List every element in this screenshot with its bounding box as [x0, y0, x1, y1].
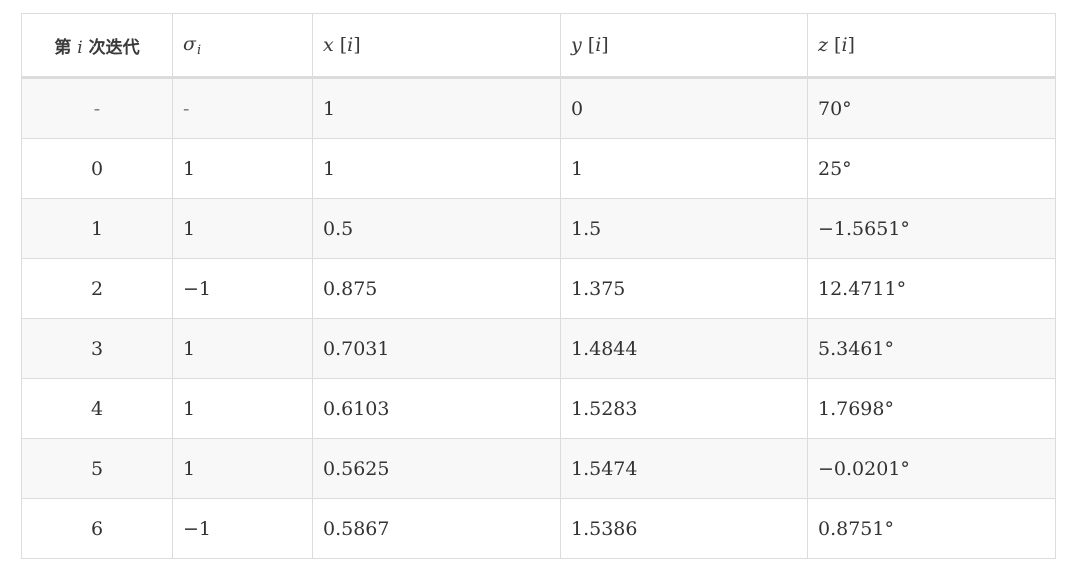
cell-z: 70°	[807, 77, 1056, 139]
cell-iteration: 0	[21, 138, 173, 199]
table-row: 5 1 0.5625 1.5474 −0.0201°	[21, 438, 1056, 499]
cell-y: 1.375	[560, 258, 808, 319]
cell-sigma: 1	[172, 318, 313, 379]
cell-y: 1.5386	[560, 498, 808, 559]
header-row: 第 i 次迭代 σi x [i] y [i] z [i]	[21, 13, 1056, 79]
cell-z: 1.7698°	[807, 378, 1056, 439]
cell-z: −0.0201°	[807, 438, 1056, 499]
cell-x: 0.5867	[312, 498, 561, 559]
header-z: z [i]	[807, 13, 1056, 79]
table-row: 2 −1 0.875 1.375 12.4711°	[21, 258, 1056, 319]
header-sigma: σi	[172, 13, 313, 79]
cell-x: 0.5	[312, 198, 561, 259]
cell-x: 0.5625	[312, 438, 561, 499]
cell-y: 0	[560, 77, 808, 139]
header-y: y [i]	[560, 13, 808, 79]
cell-z: 0.8751°	[807, 498, 1056, 559]
cell-z: 25°	[807, 138, 1056, 199]
table-header: 第 i 次迭代 σi x [i] y [i] z [i]	[21, 13, 1056, 79]
cell-iteration: 3	[21, 318, 173, 379]
cell-y: 1	[560, 138, 808, 199]
table-body: - - 1 0 70° 0 1 1 1 25° 1 1 0.5 1.5 −1.5…	[21, 77, 1056, 559]
cell-iteration: 1	[21, 198, 173, 259]
cell-iteration: 2	[21, 258, 173, 319]
cell-iteration: -	[21, 77, 173, 139]
header-iteration: 第 i 次迭代	[21, 13, 173, 79]
cell-x: 1	[312, 77, 561, 139]
cordic-iteration-table: 第 i 次迭代 σi x [i] y [i] z [i] - - 1 0 70°…	[21, 13, 1056, 559]
iteration-table-container: 第 i 次迭代 σi x [i] y [i] z [i] - - 1 0 70°…	[21, 13, 1056, 559]
cell-sigma: -	[172, 77, 313, 139]
table-row: 0 1 1 1 25°	[21, 138, 1056, 199]
cell-z: 5.3461°	[807, 318, 1056, 379]
cell-z: 12.4711°	[807, 258, 1056, 319]
cell-sigma: 1	[172, 198, 313, 259]
table-row: 1 1 0.5 1.5 −1.5651°	[21, 198, 1056, 259]
cell-sigma: 1	[172, 378, 313, 439]
table-row: 6 −1 0.5867 1.5386 0.8751°	[21, 498, 1056, 559]
cell-iteration: 4	[21, 378, 173, 439]
table-row: - - 1 0 70°	[21, 77, 1056, 139]
cell-x: 0.6103	[312, 378, 561, 439]
cell-sigma: 1	[172, 138, 313, 199]
header-x: x [i]	[312, 13, 561, 79]
table-row: 4 1 0.6103 1.5283 1.7698°	[21, 378, 1056, 439]
cell-z: −1.5651°	[807, 198, 1056, 259]
cell-x: 0.875	[312, 258, 561, 319]
cell-x: 0.7031	[312, 318, 561, 379]
cell-iteration: 6	[21, 498, 173, 559]
cell-y: 1.4844	[560, 318, 808, 379]
cell-sigma: 1	[172, 438, 313, 499]
cell-sigma: −1	[172, 258, 313, 319]
table-row: 3 1 0.7031 1.4844 5.3461°	[21, 318, 1056, 379]
cell-x: 1	[312, 138, 561, 199]
cell-y: 1.5283	[560, 378, 808, 439]
cell-y: 1.5	[560, 198, 808, 259]
cell-iteration: 5	[21, 438, 173, 499]
cell-y: 1.5474	[560, 438, 808, 499]
cell-sigma: −1	[172, 498, 313, 559]
